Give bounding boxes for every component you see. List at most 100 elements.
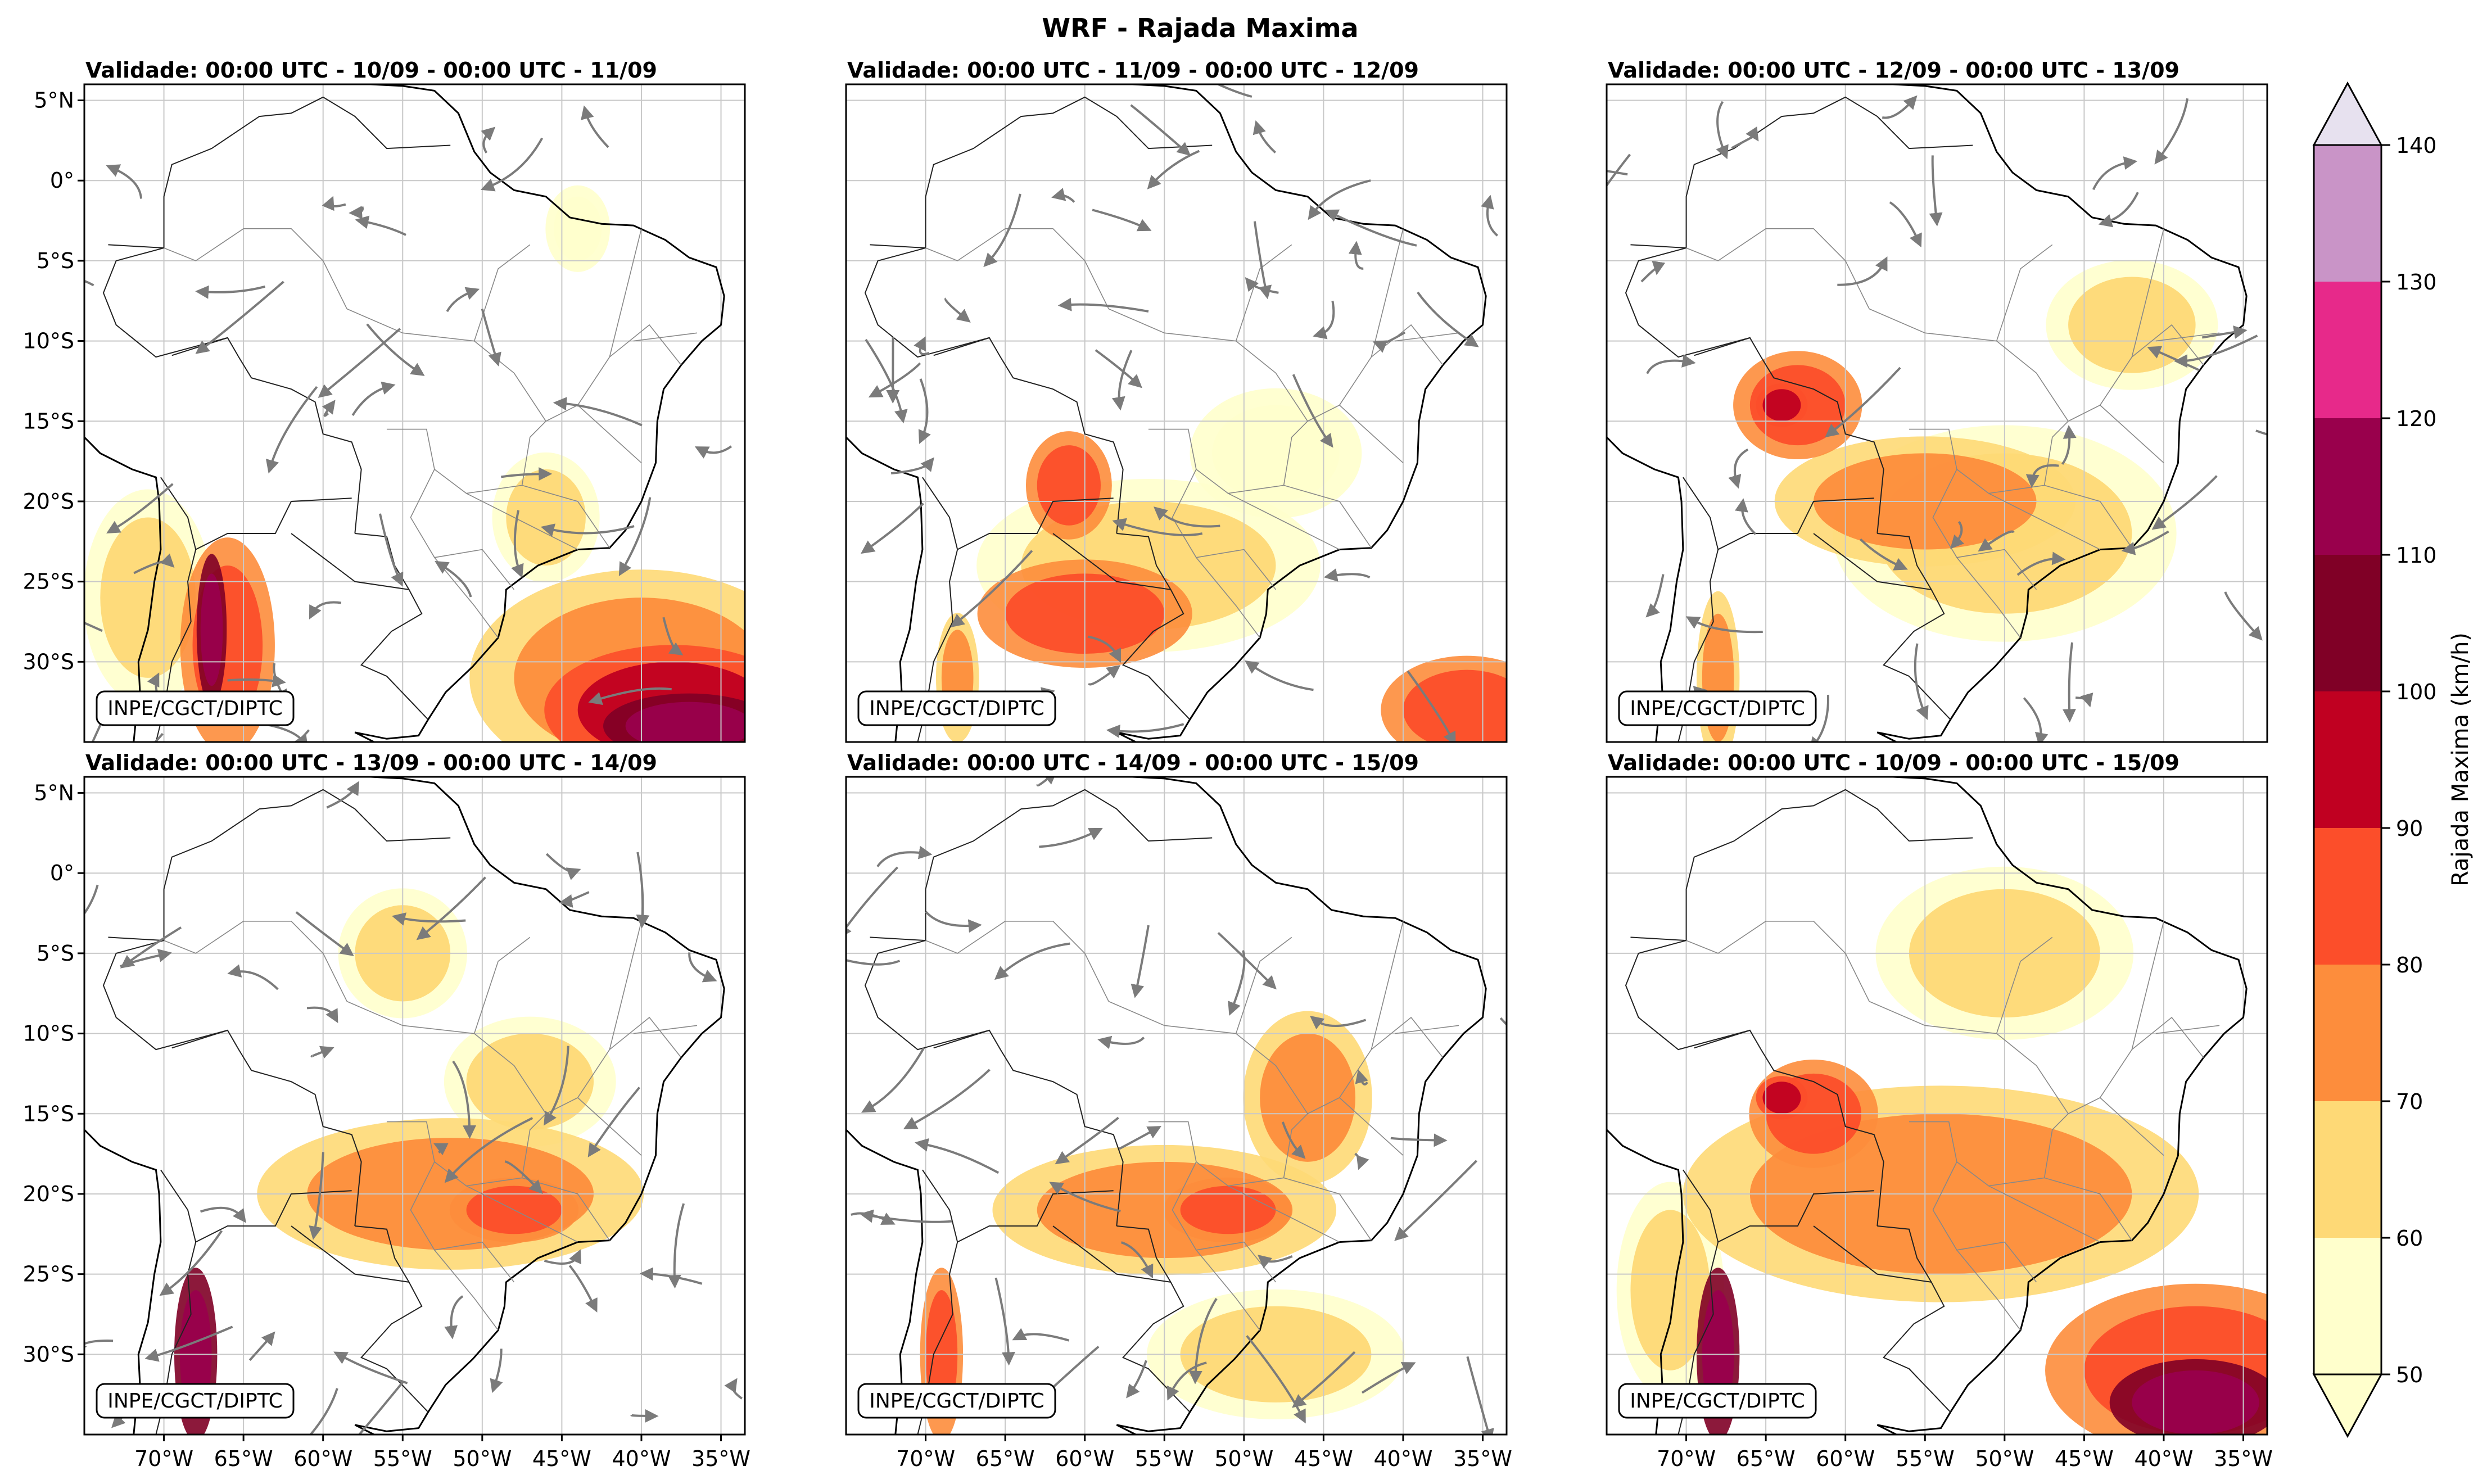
credit-box xyxy=(96,1383,295,1419)
coastline xyxy=(1607,777,2248,1435)
state-border xyxy=(473,936,531,1034)
streamline xyxy=(349,206,364,220)
state-border xyxy=(164,921,347,1002)
colorbar-frame xyxy=(2313,144,2382,1376)
country-border xyxy=(933,337,1124,534)
lat-tick-label: 25°S xyxy=(23,569,74,594)
streamline xyxy=(1147,150,1200,189)
lon-tick-label: 35°W xyxy=(691,1446,750,1471)
streamline xyxy=(490,1349,503,1393)
lon-tick-label: 45°W xyxy=(2055,1446,2114,1471)
state-border xyxy=(1339,405,1404,464)
lon-tick-label: 70°W xyxy=(896,1446,955,1471)
streamline xyxy=(1055,1116,1119,1165)
state-border xyxy=(1196,557,1260,638)
state-border xyxy=(1956,1250,2021,1331)
streamline xyxy=(1324,209,1417,247)
streamline xyxy=(84,621,103,632)
map-panel: Validade: 00:00 UTC - 13/09 - 00:00 UTC … xyxy=(23,750,750,1471)
streamline xyxy=(1106,723,1184,738)
streamline xyxy=(195,280,284,354)
streamline xyxy=(568,1265,598,1313)
streamline xyxy=(2173,334,2258,368)
state-border xyxy=(2100,405,2164,464)
lon-tick-label: 45°W xyxy=(532,1446,591,1471)
gust-area xyxy=(200,573,223,686)
streamline xyxy=(540,523,635,537)
gust-area xyxy=(1403,669,1507,742)
state-border xyxy=(1395,1025,1459,1034)
streamline xyxy=(1646,354,1696,374)
streamline xyxy=(1087,665,1121,686)
streamline xyxy=(914,336,930,356)
streamline xyxy=(318,328,401,398)
state-border xyxy=(1996,936,2053,1034)
streamline xyxy=(481,308,501,367)
streamline xyxy=(106,164,143,199)
streamline xyxy=(860,503,924,554)
state-border xyxy=(1988,492,2101,550)
streamline xyxy=(1361,1362,1416,1394)
streamline xyxy=(846,959,901,966)
credit-box xyxy=(96,690,295,726)
lon-tick-label: 60°W xyxy=(1816,1446,1875,1471)
streamline xyxy=(1716,101,1729,160)
streamline xyxy=(1252,120,1277,153)
streamline xyxy=(444,1117,533,1183)
streamline xyxy=(248,1331,275,1361)
streamline xyxy=(355,215,406,236)
streamline xyxy=(133,553,175,574)
streamline xyxy=(1188,1298,1218,1385)
streamline xyxy=(1950,521,1965,549)
colorbar-cell xyxy=(2314,1238,2381,1374)
coastline xyxy=(84,777,725,1435)
state-border xyxy=(1869,308,2069,494)
country-border xyxy=(1683,477,1874,551)
streamline xyxy=(309,1152,324,1240)
colorbar-cell xyxy=(2314,965,2381,1101)
colorbar: 50 60 70 80 90 100 110 120 130 140 Rajada Maxima … xyxy=(2312,81,2474,1438)
streamline xyxy=(84,279,94,287)
country-border xyxy=(171,337,362,534)
streamline xyxy=(1313,300,1335,340)
country-border xyxy=(1630,789,1973,942)
streamline xyxy=(994,1277,1015,1366)
streamline xyxy=(860,1209,953,1223)
streamline xyxy=(630,1409,659,1423)
streamline xyxy=(2121,530,2169,555)
streamline xyxy=(1292,1351,1356,1408)
map-panels: Validade: 00:00 UTC - 10/09 - 00:00 UTC … xyxy=(23,58,2273,1471)
state-border xyxy=(2044,1177,2132,1241)
streamline xyxy=(1417,291,1479,347)
map-panel: Validade: 00:00 UTC - 10/09 - 00:00 UTC … xyxy=(23,58,746,743)
streamline xyxy=(1112,518,1203,536)
country-border xyxy=(1877,1225,1951,1413)
colorbar-cells xyxy=(2314,145,2381,1374)
lon-tick-label: 70°W xyxy=(1657,1446,1716,1471)
state-border xyxy=(1371,921,1404,1050)
streamline xyxy=(1308,179,1371,220)
streamline xyxy=(1131,925,1150,998)
country-border xyxy=(1625,247,1751,358)
state-border xyxy=(1108,1001,1309,1187)
colorbar-ticks: 50 60 70 80 90 100 110 120 130 140 xyxy=(2381,133,2437,1387)
streamline xyxy=(504,1160,543,1194)
streamline xyxy=(2151,475,2218,530)
streamline xyxy=(1355,1069,1368,1086)
streamline xyxy=(662,617,684,656)
colorbar-cell xyxy=(2314,145,2381,282)
streamline xyxy=(444,1295,464,1340)
panel-title: Validade: 00:00 UTC - 10/09 - 00:00 UTC … xyxy=(1608,750,2179,775)
streamline xyxy=(295,911,354,956)
colorbar-cell xyxy=(2314,555,2381,691)
panel-title: Validade: 00:00 UTC - 10/09 - 00:00 UTC … xyxy=(85,58,657,83)
streamline xyxy=(452,1060,477,1139)
credit-label: INPE/CGCT/DIPTC xyxy=(1630,697,1805,720)
streamline xyxy=(994,942,1070,980)
credit-box xyxy=(857,690,1056,726)
country-border xyxy=(922,477,1114,551)
gust-area xyxy=(1762,389,1801,422)
streamline xyxy=(1372,331,1406,353)
map-frame xyxy=(83,776,746,1436)
streamline xyxy=(2224,591,2263,641)
